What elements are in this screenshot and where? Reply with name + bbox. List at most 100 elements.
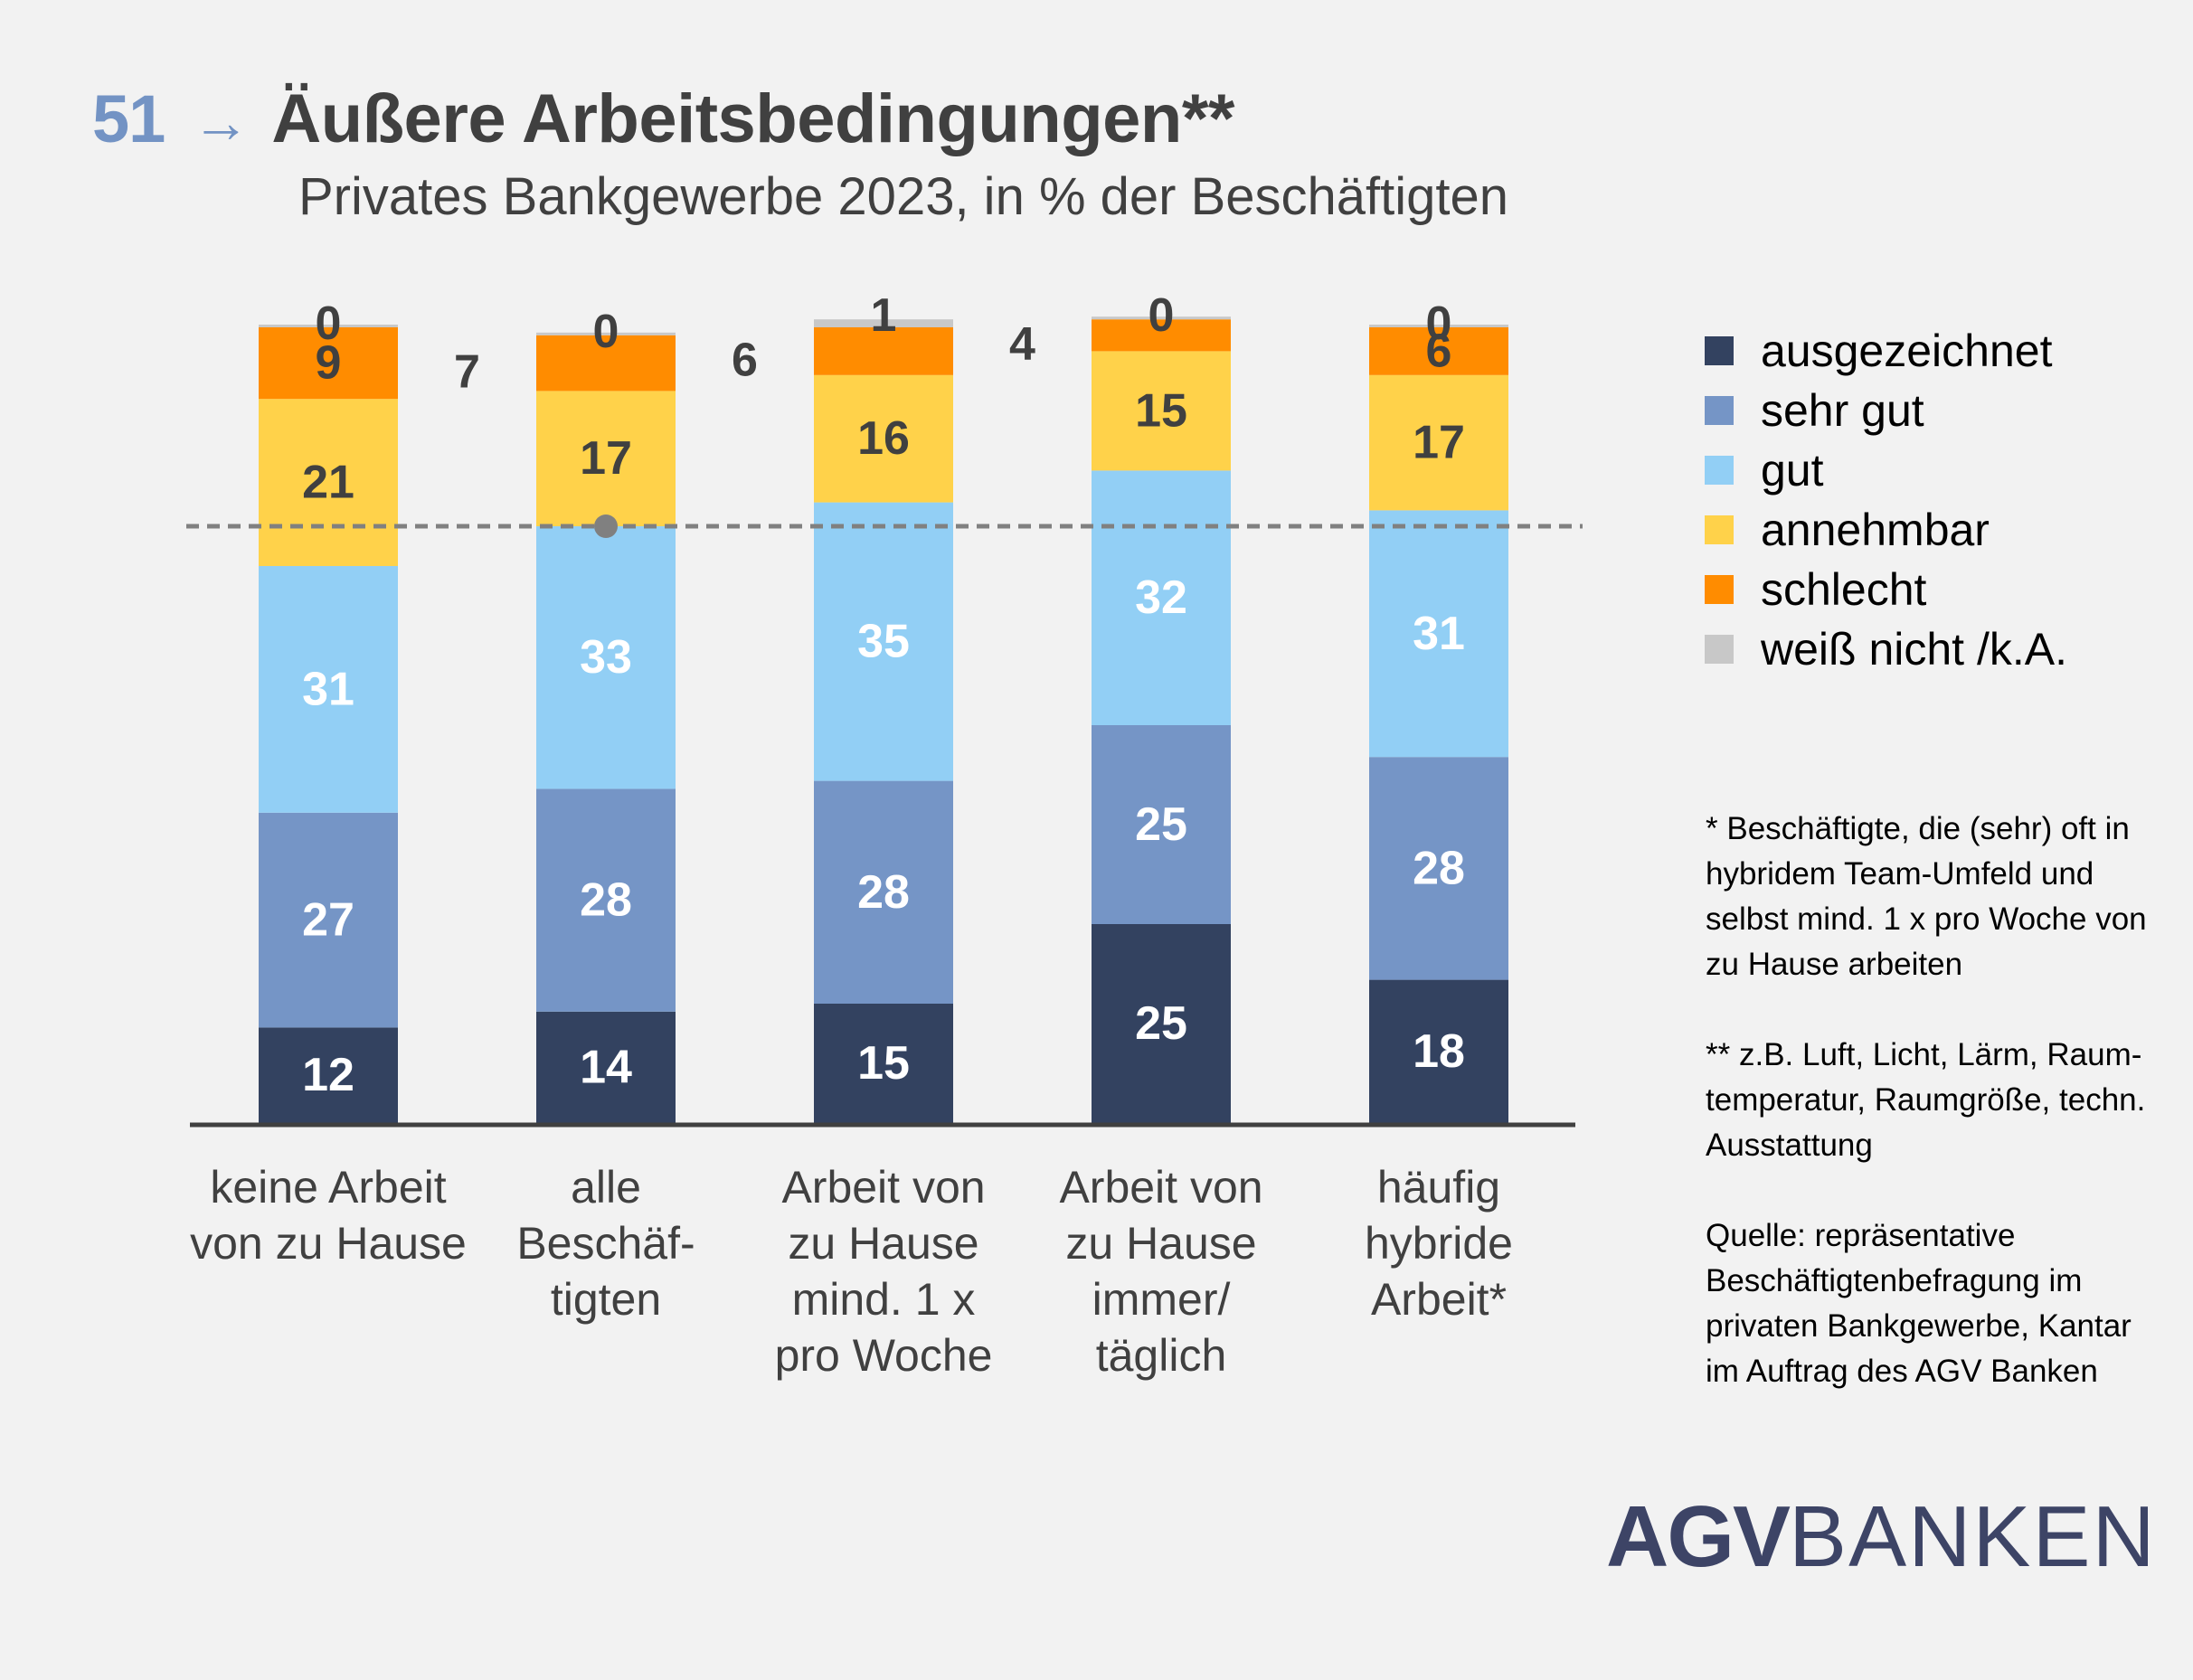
source-note: Quelle: repräsentative Beschäftigtenbefr… xyxy=(1706,1218,2132,1389)
reference-line-group xyxy=(186,514,1583,538)
value-label: 32 xyxy=(1135,571,1187,624)
value-label: 17 xyxy=(580,432,632,485)
value-label: 28 xyxy=(1413,842,1465,894)
value-label: 21 xyxy=(302,457,354,509)
category-label: zu Hause xyxy=(788,1218,978,1269)
bar-segment xyxy=(259,566,398,813)
category-label: Arbeit von xyxy=(1059,1162,1262,1213)
value-label: 28 xyxy=(857,866,910,919)
bar-segment xyxy=(814,327,953,375)
value-label: 7 xyxy=(454,346,480,399)
value-label: 25 xyxy=(1135,798,1187,851)
category-label: täglich xyxy=(1096,1330,1227,1381)
category-label: hybride xyxy=(1365,1218,1513,1269)
bar-segment xyxy=(1092,725,1231,924)
bar-segment xyxy=(536,1011,676,1123)
bar-segment xyxy=(814,374,953,503)
bar-segment xyxy=(536,335,676,392)
bar-segment xyxy=(814,780,953,1004)
legend-swatch xyxy=(1705,515,1734,544)
value-label: 17 xyxy=(1413,417,1465,469)
value-label: 27 xyxy=(302,894,354,947)
category-label: zu Hause xyxy=(1065,1218,1256,1269)
category-label: Beschäf- xyxy=(516,1218,695,1269)
reference-marker xyxy=(594,514,618,538)
category-label: keine Arbeit xyxy=(210,1162,446,1213)
value-label: 14 xyxy=(580,1041,632,1093)
legend-label: ausgezeichnet xyxy=(1761,326,2053,376)
value-label: 35 xyxy=(857,616,910,668)
bar-segment xyxy=(1092,316,1231,320)
category-label: Arbeit von xyxy=(781,1162,985,1213)
category-label: mind. 1 x xyxy=(792,1274,976,1325)
value-label: 28 xyxy=(580,874,632,927)
logo-agv: AGV xyxy=(1606,1488,1791,1585)
value-label: 1 xyxy=(871,289,897,342)
bar-segment xyxy=(814,502,953,781)
value-label: 25 xyxy=(1135,997,1187,1050)
value-label: 16 xyxy=(857,412,910,465)
bar-segment xyxy=(1092,924,1231,1123)
bar-segment xyxy=(1369,374,1508,511)
value-label: 0 xyxy=(593,306,619,358)
bar-segment xyxy=(1369,757,1508,980)
legend-label: gut xyxy=(1761,445,1824,496)
value-label: 12 xyxy=(302,1049,354,1101)
legend-item-gut: gut xyxy=(1705,440,2067,500)
bar-segment xyxy=(536,788,676,1012)
bar-segment xyxy=(259,327,398,400)
legend-swatch xyxy=(1705,396,1734,425)
bar-segment xyxy=(259,325,398,327)
legend-swatch xyxy=(1705,456,1734,485)
value-label: 0 xyxy=(1148,289,1175,342)
logo-banken: BANKEN xyxy=(1789,1488,2157,1585)
bar-segment xyxy=(1369,325,1508,327)
bar-segment xyxy=(1369,327,1508,375)
chart-title: Äußere Arbeitsbedingungen** xyxy=(271,80,1234,157)
legend-label: annehmbar xyxy=(1761,505,1990,555)
legend: ausgezeichnet sehr gut gut annehmbar sch… xyxy=(1705,321,2067,679)
category-label: pro Woche xyxy=(775,1330,993,1381)
legend-swatch xyxy=(1705,635,1734,664)
footnote-hybrid: * Beschäftigte, die (sehr) oft in hybrid… xyxy=(1706,811,2147,982)
value-label: 31 xyxy=(302,663,354,715)
category-label: immer/ xyxy=(1092,1274,1231,1325)
legend-item-weiss-nicht: weiß nicht /k.A. xyxy=(1705,619,2067,679)
bar-segment xyxy=(1092,319,1231,352)
value-label: 15 xyxy=(857,1037,910,1090)
category-label: alle xyxy=(571,1162,641,1213)
footnotes: * Beschäftigte, die (sehr) oft in hybrid… xyxy=(1706,807,2158,1439)
header: 51 → Äußere Arbeitsbedingungen** xyxy=(92,80,1234,161)
value-label: 9 xyxy=(316,337,342,390)
value-label: 15 xyxy=(1135,384,1187,437)
bar-segment xyxy=(1369,510,1508,758)
legend-item-schlecht: schlecht xyxy=(1705,560,2067,619)
chart-subtitle: Privates Bankgewerbe 2023, in % der Besc… xyxy=(298,167,1509,226)
bar-segment xyxy=(536,526,676,789)
legend-item-sehr-gut: sehr gut xyxy=(1705,381,2067,440)
legend-swatch xyxy=(1705,336,1734,365)
value-label: 0 xyxy=(316,297,342,350)
chart-number: 51 xyxy=(92,81,165,156)
value-labels-group: 1227312190142833177015283516612525321540… xyxy=(302,289,1465,1101)
legend-item-annehmbar: annehmbar xyxy=(1705,500,2067,560)
legend-label: schlecht xyxy=(1761,564,1927,615)
bar-segment xyxy=(259,399,398,566)
bar-segment xyxy=(814,319,953,327)
footnote-conditions: ** z.B. Luft, Licht, Lärm, Raum- tempera… xyxy=(1706,1037,2146,1163)
legend-label: sehr gut xyxy=(1761,385,1924,436)
value-label: 0 xyxy=(1426,297,1452,350)
legend-swatch xyxy=(1705,575,1734,604)
agv-banken-logo: AGVBANKEN xyxy=(1606,1487,2157,1587)
value-label: 6 xyxy=(732,334,758,386)
value-label: 6 xyxy=(1426,325,1452,377)
bar-segment xyxy=(1369,979,1508,1123)
value-label: 4 xyxy=(1009,318,1035,371)
bar-segment xyxy=(536,332,676,335)
category-label: häufig xyxy=(1377,1162,1500,1213)
bar-segment xyxy=(1092,470,1231,725)
arrow-right-icon: → xyxy=(192,90,250,155)
bar-segment xyxy=(259,1027,398,1123)
